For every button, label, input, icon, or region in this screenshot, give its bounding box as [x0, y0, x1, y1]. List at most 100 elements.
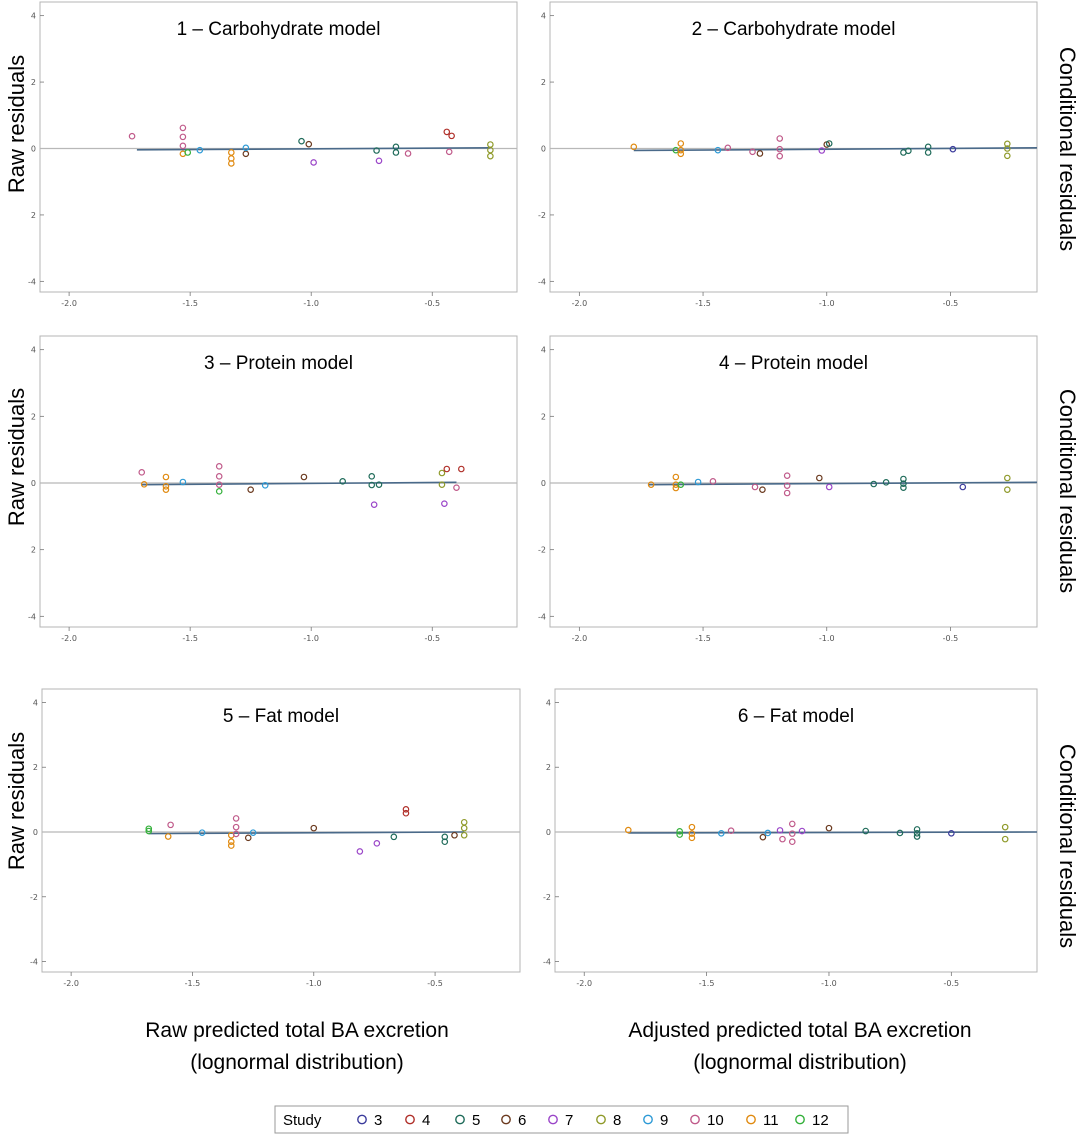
point-study-6: [451, 831, 458, 839]
point-study-10: [215, 473, 223, 480]
point-study-6: [816, 474, 823, 482]
point-study-7: [825, 483, 833, 491]
y-tick-label: 2: [33, 763, 38, 772]
x-tick-label: -1.0: [821, 979, 837, 988]
point-study-3: [948, 829, 955, 837]
y-tick-label: 2: [541, 412, 546, 421]
xlabel-left-line1: Raw predicted total BA excretion: [145, 1019, 449, 1042]
y-tick-label: 0: [31, 145, 36, 154]
point-study-12: [145, 827, 153, 835]
x-tick-label: -0.5: [424, 634, 440, 643]
xlabel-right-line2: (lognormal distribution): [693, 1051, 907, 1074]
point-study-6: [825, 824, 833, 832]
legend-marker-9: [643, 1114, 653, 1125]
x-tick-label: -2.0: [572, 634, 588, 643]
y-tick-label: -4: [28, 277, 36, 286]
point-study-8: [438, 481, 446, 488]
point-study-10: [232, 830, 240, 838]
point-study-9: [261, 482, 269, 489]
point-study-9: [179, 478, 187, 486]
legend-label-3: 3: [374, 1112, 382, 1129]
point-study-10: [179, 142, 187, 150]
point-study-12: [145, 825, 153, 833]
point-study-10: [776, 152, 784, 160]
point-study-12: [677, 481, 685, 488]
y-tick-label: 0: [33, 828, 38, 837]
legend-label-8: 8: [613, 1112, 621, 1129]
panel-title: 5 – Fat model: [223, 706, 339, 727]
point-study-7: [441, 500, 448, 507]
plot-frame: [39, 1, 518, 293]
point-study-9: [242, 144, 250, 152]
panel-5: 4 2 0 -2 -4 -2.0 -1.5 -1.0 -0.5 5 – Fat model: [30, 688, 521, 988]
y-tick-label: 2: [31, 211, 36, 220]
point-study-10: [779, 835, 786, 843]
legend-label-4: 4: [422, 1112, 430, 1129]
point-study-6: [305, 140, 313, 148]
point-study-11: [688, 823, 696, 831]
point-study-7: [370, 501, 378, 508]
point-study-11: [688, 834, 696, 842]
x-tick-label: -1.0: [306, 979, 322, 988]
point-study-10: [453, 484, 460, 491]
x-tick-label: -1.5: [699, 979, 715, 988]
legend-label-7: 7: [565, 1112, 573, 1129]
y-tick-label: -4: [28, 612, 36, 621]
fit-line: [633, 147, 1038, 152]
point-study-10: [776, 135, 784, 142]
point-study-10: [232, 815, 240, 822]
point-study-7: [356, 848, 364, 855]
point-study-9: [717, 829, 725, 837]
point-study-11: [677, 150, 685, 158]
point-study-10: [783, 472, 791, 479]
x-tick-label: -2.0: [576, 979, 592, 988]
ylabel-row1-right: Conditional residuals: [1055, 47, 1080, 251]
point-study-6: [759, 486, 766, 493]
point-study-5: [339, 478, 346, 485]
point-study-9: [196, 146, 204, 154]
legend-marker-8: [596, 1114, 606, 1125]
point-study-6: [759, 833, 767, 841]
point-study-8: [460, 824, 468, 832]
point-study-11: [677, 146, 685, 154]
legend-marker-7: [548, 1114, 558, 1125]
legend-marker-6: [501, 1114, 511, 1125]
point-study-9: [714, 146, 722, 154]
x-tick-label: -1.5: [695, 299, 711, 308]
point-study-5: [825, 140, 833, 147]
point-study-11: [677, 140, 685, 147]
panel-6: 4 2 0 -2 -4 -2.0 -1.5 -1.0 -0.5 6 – Fat model: [543, 688, 1038, 988]
point-study-11: [162, 486, 170, 493]
y-tick-label: 2: [541, 78, 546, 87]
plot-frame: [549, 335, 1038, 628]
x-tick-label: -1.5: [695, 634, 711, 643]
point-study-10: [215, 481, 223, 488]
point-study-11: [162, 483, 170, 490]
ylabel-row2-left: Raw residuals: [4, 388, 29, 526]
point-study-11: [672, 484, 680, 492]
y-tick-label: -2: [538, 211, 546, 220]
point-study-5: [441, 838, 449, 846]
y-tick-label: -4: [543, 958, 551, 967]
plot-frame: [554, 688, 1038, 973]
point-study-8: [460, 831, 468, 839]
point-study-10: [776, 145, 784, 153]
point-study-5: [862, 827, 869, 835]
plot-frame: [41, 688, 521, 973]
point-study-9: [198, 829, 206, 836]
point-study-3: [949, 145, 957, 153]
legend-label-12: 12: [812, 1112, 829, 1129]
point-study-7: [373, 840, 381, 847]
y-tick-label: -4: [538, 277, 546, 286]
point-study-5: [390, 833, 398, 841]
x-tick-label: -2.0: [572, 299, 588, 308]
point-study-9: [694, 478, 702, 486]
point-study-5: [900, 480, 907, 487]
point-study-11: [647, 481, 655, 488]
legend-marker-11: [746, 1114, 756, 1125]
point-study-4: [443, 465, 451, 473]
point-study-6: [247, 486, 254, 493]
y-tick-label: 2: [31, 546, 36, 555]
panel-title: 6 – Fat model: [738, 706, 854, 727]
point-study-10: [788, 820, 796, 828]
